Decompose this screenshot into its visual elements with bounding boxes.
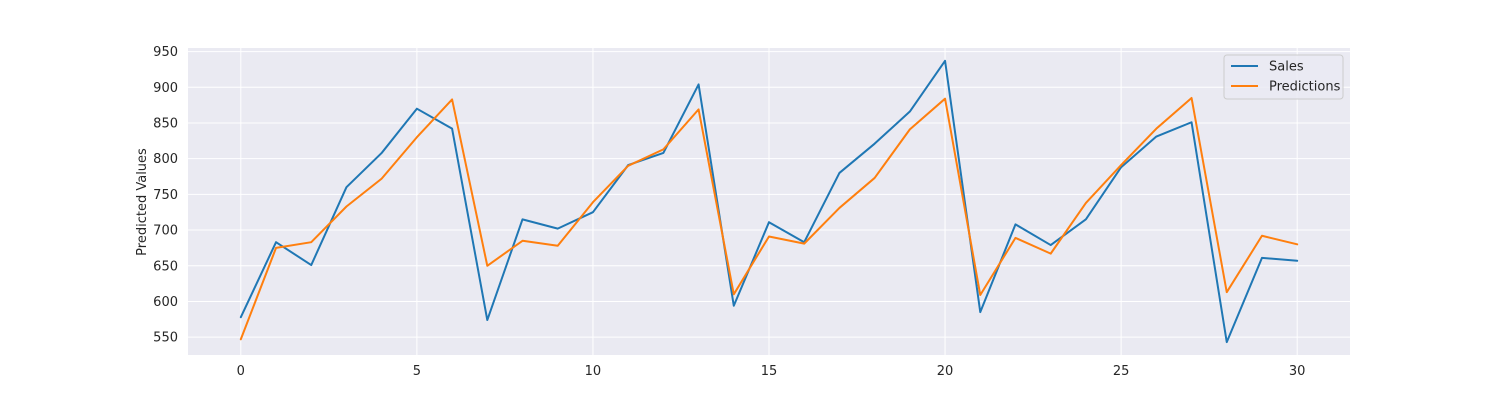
x-tick-label: 10 <box>585 364 602 379</box>
series-line-sales <box>239 59 1299 344</box>
x-tick-labels: 0 5 10 15 20 25 30 <box>237 364 1306 379</box>
x-tick-label: 20 <box>937 364 954 379</box>
y-tick-label: 800 <box>153 152 178 167</box>
y-tick-label: 550 <box>153 331 178 346</box>
y-tick-label: 650 <box>153 259 178 274</box>
y-tick-label: 600 <box>153 295 178 310</box>
x-tick-label: 15 <box>761 364 778 379</box>
x-tick-label: 0 <box>237 364 245 379</box>
x-tick-label: 30 <box>1289 364 1306 379</box>
y-tick-label: 950 <box>153 45 178 60</box>
x-tick-label: 5 <box>413 364 421 379</box>
series-line-predictions <box>239 96 1299 341</box>
y-tick-label: 850 <box>153 116 178 131</box>
y-tick-label: 700 <box>153 224 178 239</box>
y-axis-label: Predicted Values <box>135 148 150 256</box>
grid-lines <box>188 48 1350 355</box>
y-tick-labels: 550 600 650 700 750 800 850 900 950 <box>153 45 178 346</box>
y-tick-label: 900 <box>153 81 178 96</box>
series-lines <box>239 59 1299 344</box>
legend: Sales Predictions <box>1223 54 1344 100</box>
legend-label-predictions: Predictions <box>1269 80 1341 95</box>
y-tick-label: 750 <box>153 188 178 203</box>
x-tick-label: 25 <box>1113 364 1130 379</box>
legend-label-sales: Sales <box>1269 60 1304 75</box>
